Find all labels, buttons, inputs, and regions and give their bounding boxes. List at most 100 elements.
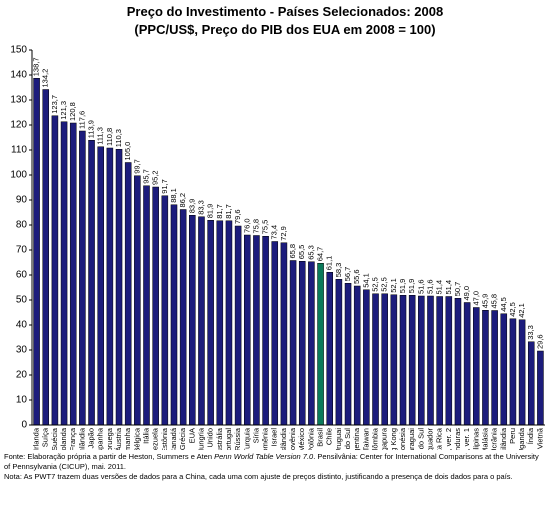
- bar: [335, 279, 343, 426]
- bar: [234, 225, 242, 426]
- bar: [427, 295, 434, 426]
- x-tick-label: Filipinas: [471, 428, 480, 450]
- x-tick-label: Hong Kong: [389, 428, 398, 450]
- value-label: 45,9: [480, 294, 489, 309]
- value-label: 45,8: [490, 294, 499, 309]
- bar: [353, 285, 361, 426]
- value-label: 72,9: [279, 226, 288, 241]
- bar: [69, 122, 77, 426]
- x-tick-label: Alemanha: [123, 427, 132, 450]
- value-label: 75,5: [261, 220, 270, 235]
- x-tick-label: Argentina: [352, 427, 361, 450]
- source-title: Penn World Table Version 7.0: [214, 452, 314, 461]
- bar: [152, 186, 159, 426]
- y-tick-label: 10: [16, 395, 28, 406]
- source-note: Fonte: Elaboração própria a partir de He…: [4, 452, 544, 472]
- value-label: 73,4: [270, 225, 279, 240]
- x-tick-label: Costa Rica: [435, 427, 444, 450]
- bar: [289, 260, 297, 426]
- value-label: 81,9: [206, 204, 215, 219]
- bar: [134, 175, 141, 426]
- bar: [326, 272, 333, 426]
- y-tick-label: 20: [16, 370, 28, 381]
- chart-subtitle: (PPC/US$, Preço do PIB dos EUA em 2008 =…: [134, 22, 435, 37]
- bar: [390, 294, 398, 426]
- x-tick-label: EUA: [187, 428, 196, 443]
- value-label: 81,7: [224, 204, 233, 219]
- bar: [344, 283, 352, 426]
- x-tick-label: Índia: [526, 427, 535, 444]
- note: Nota: As PWT7 trazem duas versões de dad…: [4, 472, 513, 481]
- x-tick-label: Venezuela: [151, 427, 160, 450]
- bar: [280, 242, 288, 426]
- value-label: 51,4: [444, 280, 453, 295]
- x-tick-label: China, ver. 2: [444, 428, 453, 450]
- x-tick-label: Portugal: [224, 428, 233, 450]
- x-tick-label: Reino Unido: [206, 428, 215, 450]
- bar: [518, 319, 526, 426]
- bar: [143, 185, 150, 426]
- bar: [463, 302, 471, 426]
- value-label: 113,9: [87, 120, 96, 138]
- bar: [161, 195, 169, 426]
- x-tick-label: Vietnã: [535, 427, 544, 449]
- x-tick-label: Irlanda: [32, 427, 41, 450]
- bar: [42, 89, 50, 426]
- bar: [253, 235, 260, 426]
- chart: Preço do Investimento - Países Seleciona…: [10, 4, 545, 473]
- value-label: 42,1: [517, 303, 526, 318]
- value-label: 49,0: [462, 286, 471, 301]
- bar: [482, 310, 489, 426]
- value-label: 83,9: [187, 199, 196, 214]
- bar: [363, 289, 370, 426]
- bar: [33, 78, 40, 426]
- x-tick-label: Colômbia: [371, 427, 380, 450]
- value-label: 110,8: [105, 128, 114, 146]
- value-label: 54,1: [361, 273, 370, 288]
- value-label: 65,8: [288, 244, 297, 259]
- bar: [225, 220, 233, 426]
- value-label: 120,8: [68, 102, 77, 121]
- bar: [124, 162, 132, 426]
- x-tick-label: China, ver. 1: [462, 428, 471, 450]
- x-tick-label: Austrália: [215, 427, 224, 450]
- bar: [298, 261, 306, 426]
- bar: [216, 220, 224, 426]
- x-tick-label: Itália: [141, 427, 150, 444]
- bar: [454, 298, 462, 426]
- value-label: 58,3: [334, 263, 343, 278]
- bar: [372, 293, 379, 426]
- value-label: 51,4: [435, 280, 444, 295]
- value-label: 64,7: [316, 247, 325, 262]
- bar: [491, 310, 498, 426]
- bar: [189, 215, 196, 426]
- bar: [115, 149, 123, 426]
- value-label: 52,5: [380, 277, 389, 292]
- bar: [436, 296, 443, 426]
- value-label: 55,6: [352, 269, 361, 284]
- bar: [207, 220, 214, 426]
- bar: [381, 293, 388, 426]
- value-label: 56,7: [343, 267, 352, 282]
- y-tick-label: 80: [16, 220, 28, 231]
- value-label: 51,9: [407, 279, 416, 294]
- x-tick-label: Holanda: [59, 427, 68, 450]
- x-tick-label: Brasil: [316, 428, 325, 447]
- y-tick-label: 60: [16, 270, 28, 281]
- x-tick-label: Indonésia: [398, 427, 407, 450]
- x-tick-label: Finlândia: [77, 427, 86, 450]
- value-label: 117,6: [77, 111, 86, 129]
- value-label: 47,0: [471, 291, 480, 306]
- value-label: 61,1: [325, 256, 334, 271]
- x-tick-label: Peru: [508, 428, 517, 444]
- bar: [244, 234, 251, 426]
- x-tick-label: Tailândia: [499, 427, 508, 450]
- y-tick-label: 70: [16, 245, 28, 256]
- value-label: 95,2: [151, 170, 160, 185]
- value-label: 51,9: [398, 279, 407, 294]
- x-tick-label: Eslovênia: [288, 427, 297, 450]
- bar: [88, 140, 95, 426]
- notes: Fonte: Elaboração própria a partir de He…: [4, 452, 544, 482]
- x-tick-label: Honduras: [453, 428, 462, 450]
